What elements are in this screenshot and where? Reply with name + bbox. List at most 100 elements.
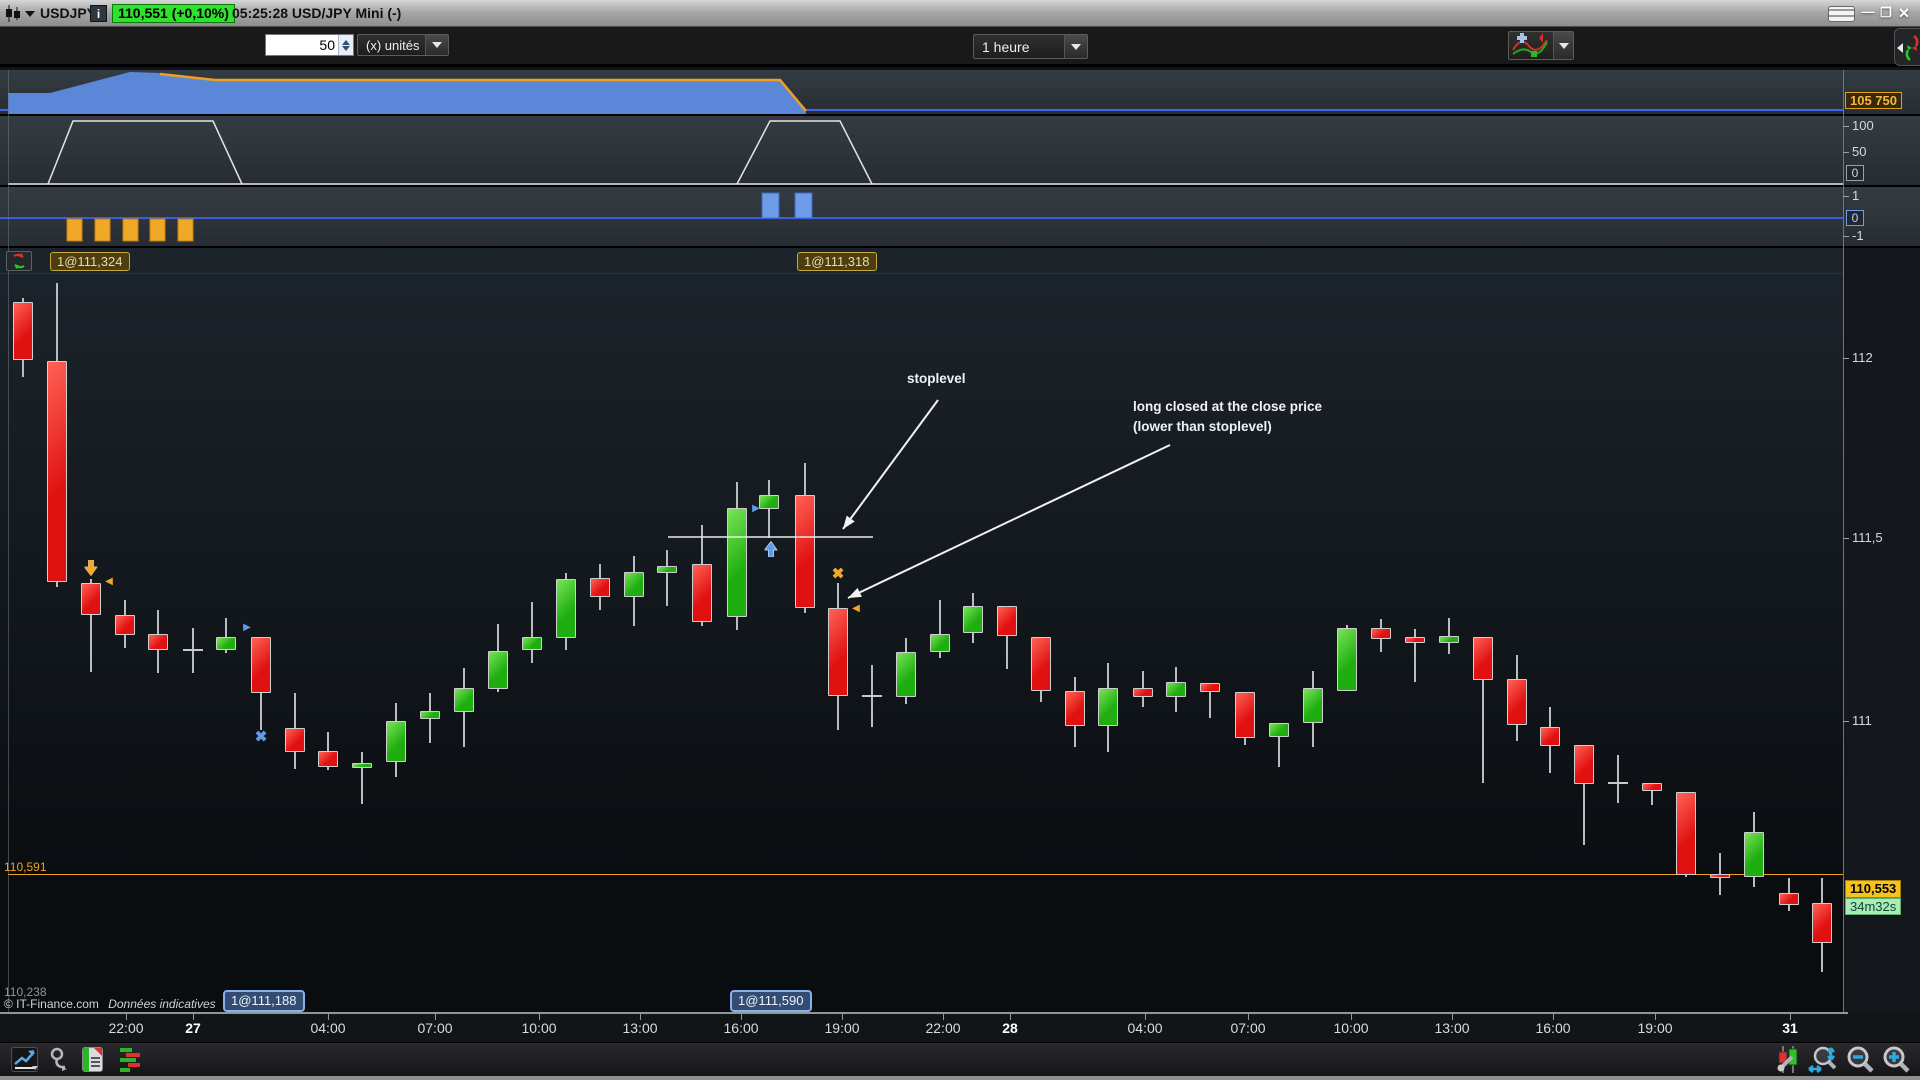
candle-body [1574,745,1594,784]
add-indicator-button[interactable] [1508,31,1574,60]
order-badge-top[interactable]: 1@111,318 [797,252,877,271]
zoom-fit-button[interactable] [1808,1045,1840,1074]
order-badge-top[interactable]: 1@111,324 [50,252,130,271]
reverse-position-icon[interactable] [6,251,32,271]
unit-select-arrow[interactable] [425,35,448,55]
annotation-text: stoplevel [907,371,966,386]
report-button[interactable] [82,1047,103,1072]
cursor-tool-button[interactable] [48,1047,70,1073]
panel-equity[interactable] [0,70,1920,114]
candle-body [1200,683,1220,692]
minimize-button[interactable]: — [1861,4,1875,19]
candle-body [216,637,236,650]
close-button[interactable]: ✕ [1898,5,1910,21]
candle-wick [361,752,363,804]
annotation-text: long closed at the close price [1133,399,1323,414]
candle-body [1269,723,1289,737]
candle-doji [183,649,203,651]
order-badge-bottom[interactable]: 1@111,188 [223,990,305,1012]
candle-body [115,615,135,635]
order-badge-bottom[interactable]: 1@111,590 [730,990,812,1012]
time-tick [1790,1014,1791,1020]
candle-doji [862,695,882,697]
annotation-text: (lower than stoplevel) [1133,419,1272,434]
chart-top-divider [0,273,1844,274]
depth-bars-icon [120,1048,140,1072]
candle-wick [1414,629,1416,682]
share-chart-button[interactable] [11,1047,38,1072]
candle-body [1371,628,1391,639]
time-tick [126,1014,127,1020]
candle-wick [531,602,533,663]
candle-body [1642,783,1662,791]
zoom-out-icon [1847,1046,1874,1073]
scale-tick [1843,126,1849,127]
candle-wick [1617,755,1619,803]
candle-settings-icon [1777,1046,1798,1073]
time-axis[interactable] [0,1014,1920,1042]
window-edge [0,1076,1920,1080]
orange-x-marker: ✖ [831,565,845,583]
candle-body [148,634,168,650]
info-icon[interactable]: i [90,5,107,22]
panel-position-size[interactable] [0,116,1920,185]
candle-body [318,751,338,767]
candle-wick [768,480,770,538]
time-label: 27 [185,1020,201,1036]
price-tick [1843,721,1849,722]
panel-signals[interactable] [0,187,1920,246]
symbol-dropdown-icon[interactable] [25,11,35,17]
candle-body [727,508,747,617]
time-tick [640,1014,641,1020]
positions-tab-icon [1905,35,1919,61]
time-label: 16:00 [723,1020,759,1036]
candlestick-logo-icon [6,5,20,22]
time-tick [193,1014,194,1020]
side-panel-tab[interactable] [1894,28,1920,66]
quantity-stepper[interactable] [338,35,353,55]
price-tick [1843,358,1849,359]
candle-body [657,566,677,573]
quantity-input[interactable] [266,35,338,55]
time-label: 19:00 [824,1020,860,1036]
candle-wick [1278,723,1280,767]
candle-body [454,688,474,712]
timeframe-select[interactable]: 1 heure [973,34,1088,59]
stop-order-line [8,874,1844,875]
orange-down-arrow-marker [84,560,98,576]
unit-select[interactable]: (x) unités [357,34,449,56]
candle-body [1098,688,1118,726]
candle-body [352,763,372,768]
candle-wick [666,550,668,606]
maximize-button[interactable]: ❐ [1880,5,1892,20]
cursor-tool-icon [50,1047,67,1071]
time-label: 07:00 [1230,1020,1266,1036]
candle-body [759,495,779,509]
candle-body [81,583,101,615]
stepper-up-icon[interactable] [342,39,350,45]
chevron-down-icon [32,1066,38,1070]
add-indicator-dropdown[interactable] [1553,32,1573,59]
chart-arrow-icon [14,1050,35,1069]
chart-settings-button[interactable] [1776,1045,1802,1074]
candle-body [420,711,440,719]
time-tick [1452,1014,1453,1020]
order-book-button[interactable] [118,1047,142,1073]
blue-triangle-marker: ▶ [243,622,251,633]
zoom-in-button[interactable] [1881,1045,1911,1074]
candlestick-chart[interactable]: ◀ ▶ ✖ ▶ ✖ ◀ [0,248,1844,1012]
zoom-out-button[interactable] [1845,1045,1875,1074]
current-price-badge: 110,553 [1845,880,1902,898]
candle-wick [1006,606,1008,669]
equity-value-badge: 105 750 [1845,92,1902,109]
scale-tick-label: -1 [1852,228,1864,243]
candle-body [795,495,815,608]
title-bar: USDJPY i 110,551 (+0,10%) 05:25:28 USD/J… [0,0,1920,27]
candle-body [1337,628,1357,691]
candle-wick [1651,783,1653,805]
scale-separator [1843,70,1844,1014]
stepper-down-icon[interactable] [342,45,350,51]
keyboard-icon[interactable] [1828,6,1855,22]
timeframe-select-arrow[interactable] [1064,35,1087,58]
time-label: 13:00 [622,1020,658,1036]
